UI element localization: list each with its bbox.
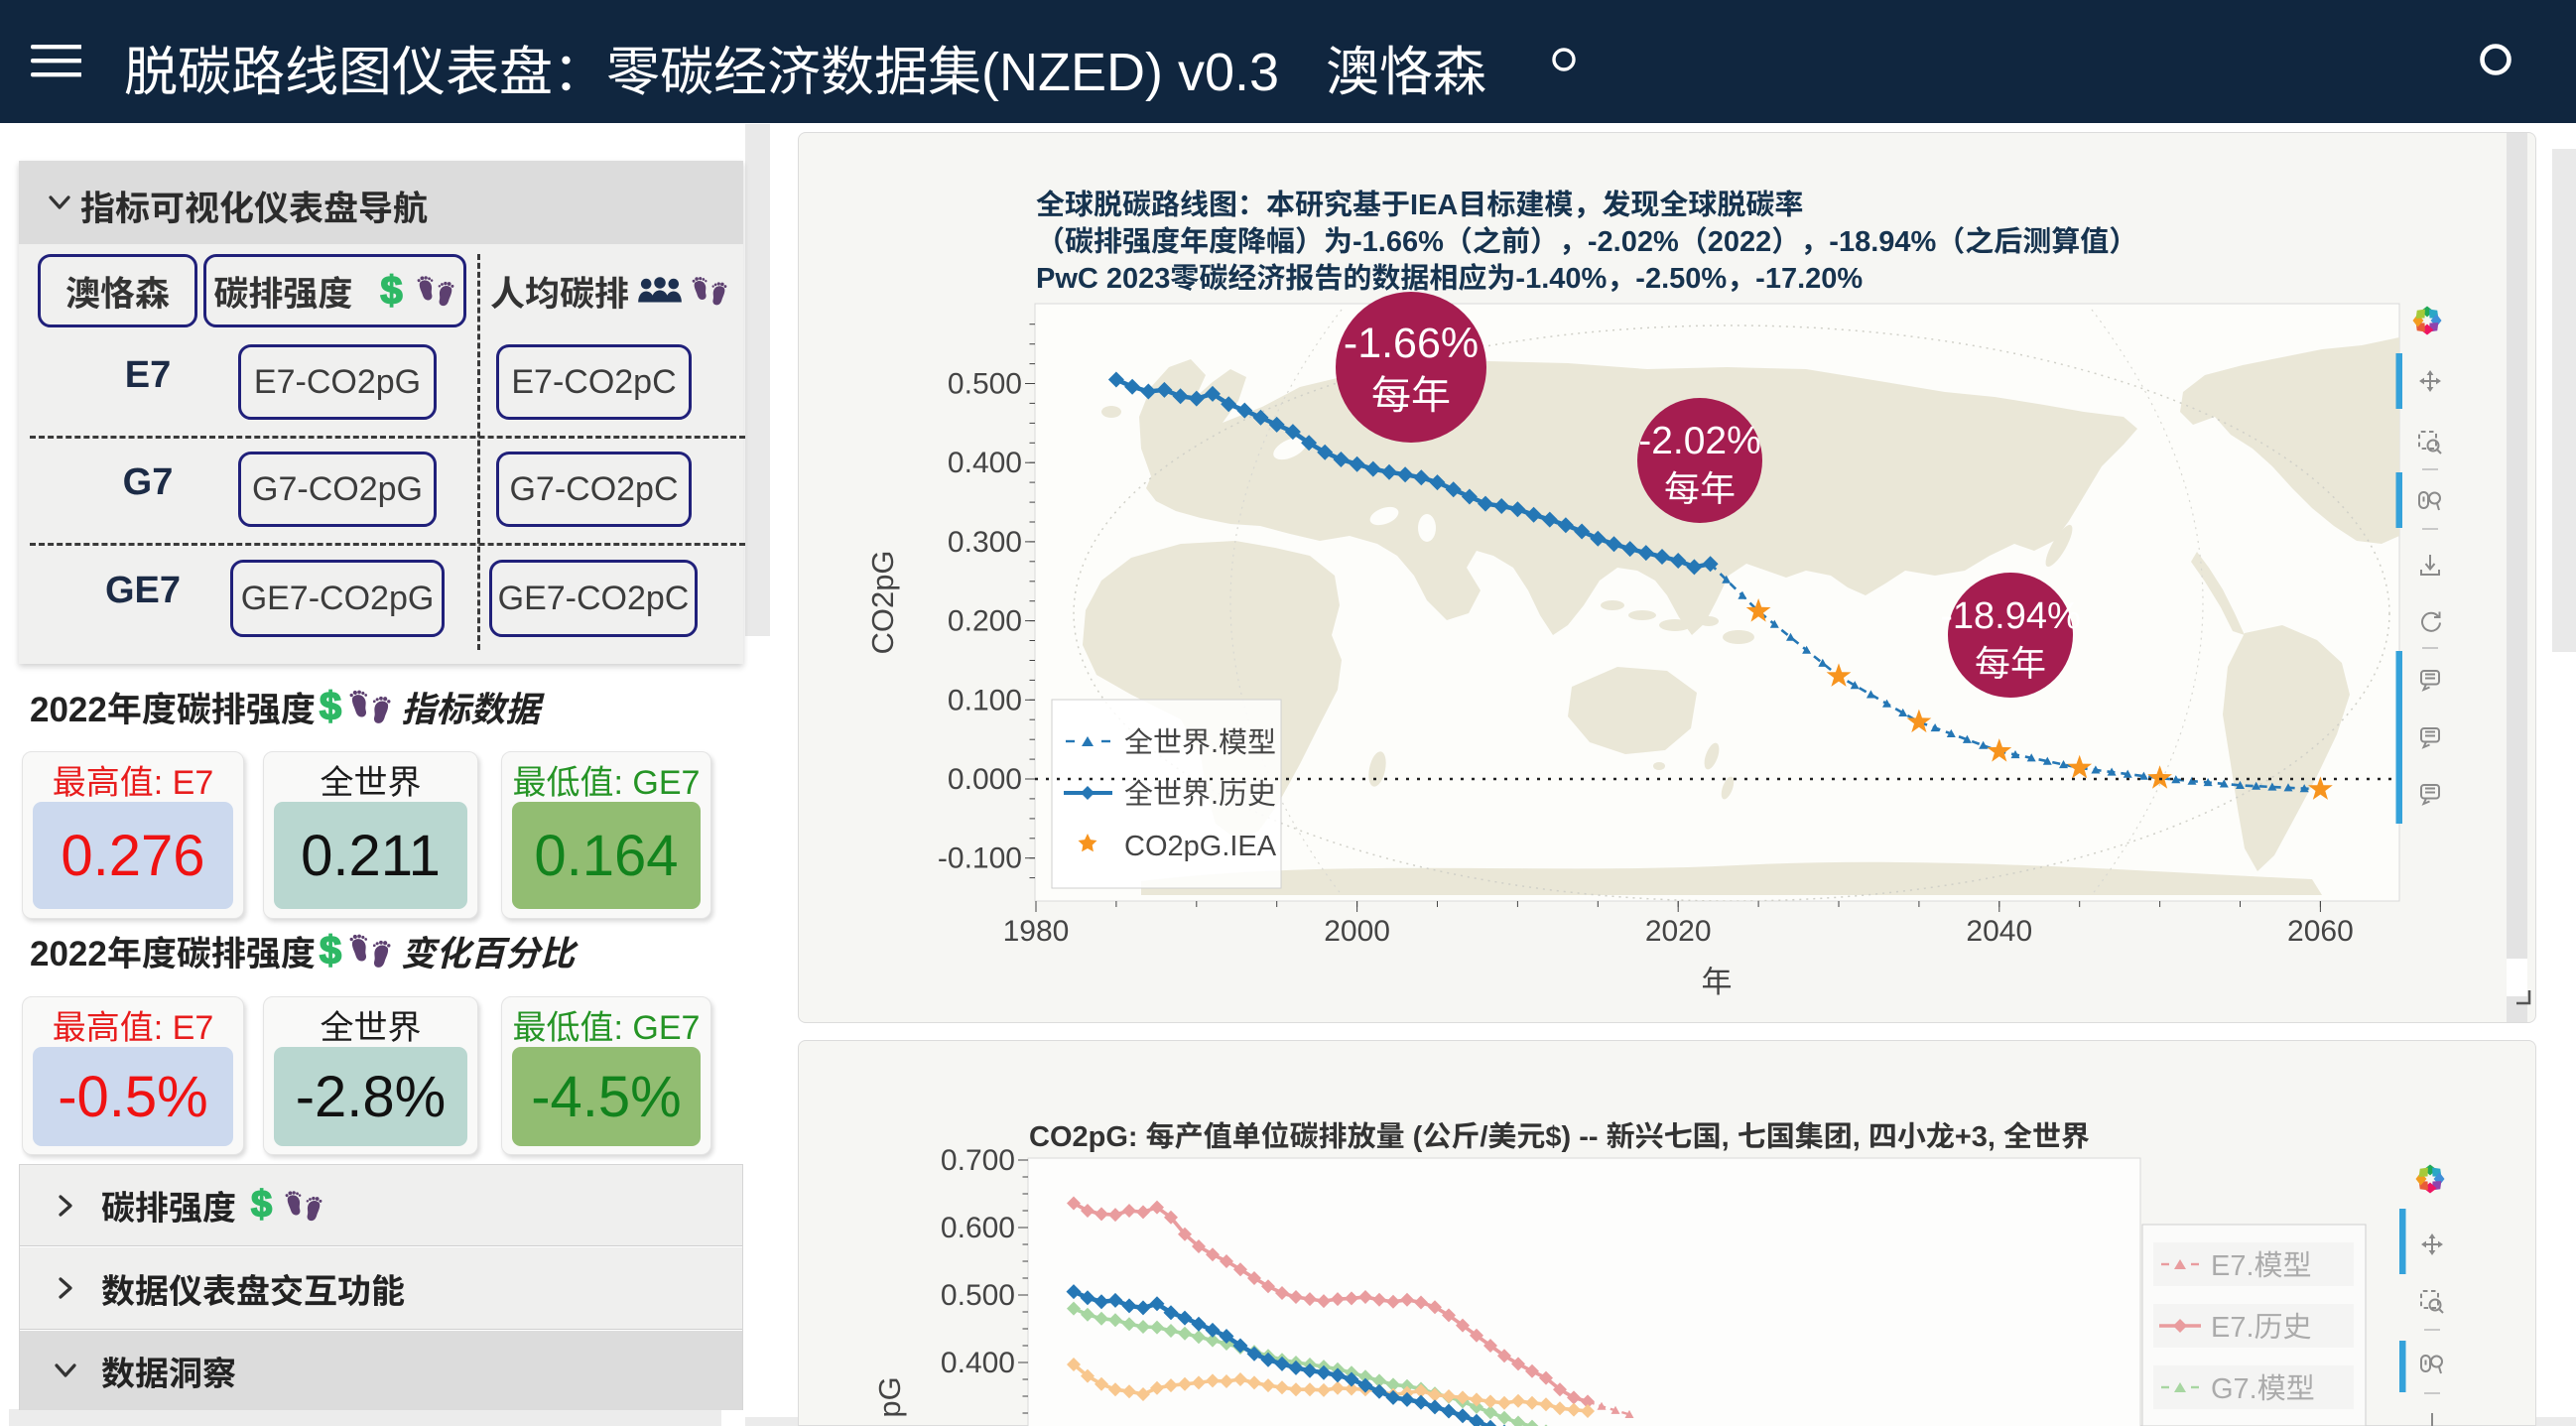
- svg-text:全球脱碳路线图：本研究基于IEA目标建模，发现全球脱碳率: 全球脱碳路线图：本研究基于IEA目标建模，发现全球脱碳率: [1036, 190, 1803, 221]
- svg-text:0.200: 0.200: [948, 605, 1022, 638]
- svg-text:0.500: 0.500: [948, 368, 1022, 401]
- svg-text:0.700: 0.700: [941, 1144, 1015, 1177]
- svg-text:E7.模型: E7.模型: [2211, 1250, 2312, 1282]
- svg-text:CO2pG.IEA: CO2pG.IEA: [1124, 831, 1277, 862]
- svg-text:CO2pG: CO2pG: [865, 550, 900, 654]
- svg-text:0.400: 0.400: [941, 1347, 1015, 1379]
- svg-text:0.600: 0.600: [941, 1212, 1015, 1244]
- svg-text:-1.66%: -1.66%: [1344, 320, 1479, 367]
- svg-text:2040: 2040: [1966, 915, 2032, 948]
- svg-text:PwC 2023零碳经济报告的数据相应为-1.40%，-2.: PwC 2023零碳经济报告的数据相应为-1.40%，-2.50%，-17.20…: [1036, 263, 1863, 295]
- svg-text:0.400: 0.400: [948, 447, 1022, 479]
- svg-text:0.300: 0.300: [948, 526, 1022, 559]
- svg-text:-18.94%: -18.94%: [1940, 595, 2081, 637]
- svg-text:2020: 2020: [1645, 915, 1712, 948]
- svg-text:每年: 每年: [1975, 643, 2046, 684]
- svg-text:pG: pG: [872, 1376, 907, 1417]
- svg-text:（碳排强度年度降幅）为-1.66%（之前），-2.02%（2: （碳排强度年度降幅）为-1.66%（之前），-2.02%（2022），-18.9…: [1036, 226, 2137, 258]
- svg-text:2060: 2060: [2287, 915, 2354, 948]
- svg-text:-2.02%: -2.02%: [1638, 420, 1761, 462]
- svg-text:0.500: 0.500: [941, 1279, 1015, 1312]
- svg-text:年: 年: [1702, 965, 1733, 999]
- svg-text:2000: 2000: [1324, 915, 1390, 948]
- svg-text:CO2pG: 每产值单位碳排放量 (公斤/美元$) -- 新: CO2pG: 每产值单位碳排放量 (公斤/美元$) -- 新兴七国, 七国集团,…: [1029, 1120, 2090, 1153]
- svg-text:全世界.历史: 全世界.历史: [1124, 779, 1276, 811]
- svg-text:0.100: 0.100: [948, 684, 1022, 716]
- svg-text:每年: 每年: [1664, 468, 1736, 509]
- svg-text:E7.历史: E7.历史: [2211, 1312, 2312, 1344]
- svg-text:每年: 每年: [1371, 374, 1451, 418]
- svg-text:1980: 1980: [1003, 915, 1070, 948]
- svg-text:-0.100: -0.100: [938, 843, 1022, 875]
- svg-text:G7.模型: G7.模型: [2211, 1373, 2315, 1405]
- svg-text:0.000: 0.000: [948, 763, 1022, 796]
- svg-text:全世界.模型: 全世界.模型: [1124, 727, 1276, 759]
